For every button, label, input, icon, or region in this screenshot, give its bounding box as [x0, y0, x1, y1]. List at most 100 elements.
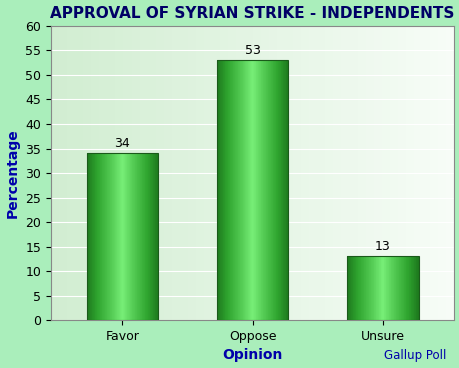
Bar	[282, 60, 283, 320]
Bar	[232, 60, 233, 320]
Bar	[237, 60, 238, 320]
Bar	[220, 26, 228, 320]
Bar	[88, 153, 89, 320]
Bar	[179, 26, 188, 320]
Bar	[86, 153, 87, 320]
Bar	[89, 153, 90, 320]
Bar	[230, 60, 231, 320]
Bar	[365, 26, 373, 320]
Bar	[390, 256, 391, 320]
Bar	[241, 60, 242, 320]
Bar	[269, 60, 270, 320]
Bar	[114, 153, 115, 320]
Bar	[397, 256, 398, 320]
Bar	[403, 256, 404, 320]
Bar	[228, 60, 229, 320]
Bar	[228, 26, 236, 320]
Bar	[133, 153, 134, 320]
Bar	[416, 256, 417, 320]
Bar	[415, 256, 416, 320]
Bar	[250, 60, 251, 320]
Bar	[357, 26, 365, 320]
Bar	[83, 26, 91, 320]
Bar	[109, 153, 110, 320]
Bar	[355, 256, 356, 320]
Bar	[407, 256, 408, 320]
Bar	[351, 256, 352, 320]
Bar	[275, 60, 276, 320]
Bar	[350, 256, 351, 320]
Bar	[270, 60, 271, 320]
Bar	[417, 256, 418, 320]
Bar	[373, 26, 381, 320]
Bar	[394, 256, 395, 320]
Bar	[196, 26, 204, 320]
Bar	[369, 256, 370, 320]
Bar	[51, 26, 59, 320]
Bar	[392, 256, 393, 320]
Bar	[379, 256, 380, 320]
Bar	[115, 26, 123, 320]
Bar	[147, 153, 148, 320]
Bar	[240, 60, 241, 320]
Bar	[410, 256, 411, 320]
Bar	[283, 60, 284, 320]
Bar	[131, 26, 140, 320]
Bar	[234, 60, 235, 320]
Bar	[115, 153, 116, 320]
Bar	[413, 256, 414, 320]
Bar	[255, 60, 256, 320]
Bar	[375, 256, 376, 320]
Bar	[139, 153, 140, 320]
Bar	[254, 60, 255, 320]
Bar	[143, 153, 144, 320]
Bar	[391, 256, 392, 320]
Text: Gallup Poll: Gallup Poll	[383, 350, 445, 362]
Bar	[404, 256, 405, 320]
Bar	[131, 153, 132, 320]
Bar	[217, 60, 218, 320]
Bar	[95, 153, 96, 320]
Bar	[364, 256, 365, 320]
Bar	[188, 26, 196, 320]
Bar	[280, 60, 281, 320]
Bar	[236, 26, 244, 320]
Bar	[122, 153, 123, 320]
Bar	[349, 256, 350, 320]
Bar	[129, 153, 130, 320]
Bar	[391, 256, 392, 320]
Bar	[267, 60, 268, 320]
Bar	[359, 256, 360, 320]
Bar	[429, 26, 437, 320]
Bar	[262, 60, 263, 320]
Bar	[353, 256, 354, 320]
Bar	[341, 26, 349, 320]
Bar	[397, 256, 398, 320]
Bar	[102, 153, 103, 320]
Bar	[349, 26, 357, 320]
Bar	[271, 60, 272, 320]
Text: 13: 13	[374, 240, 390, 254]
Bar	[378, 256, 379, 320]
Bar	[366, 256, 367, 320]
Bar	[252, 60, 253, 320]
Bar	[97, 153, 98, 320]
Bar	[100, 153, 101, 320]
Bar	[389, 256, 390, 320]
Bar	[397, 26, 405, 320]
Bar	[346, 256, 347, 320]
Bar	[227, 60, 228, 320]
Bar	[393, 256, 394, 320]
Bar	[123, 26, 131, 320]
Bar	[103, 153, 104, 320]
Bar	[396, 256, 397, 320]
Bar	[412, 256, 413, 320]
Bar	[383, 256, 384, 320]
Bar	[389, 26, 397, 320]
Bar	[238, 60, 239, 320]
Bar	[113, 153, 114, 320]
Bar	[152, 153, 153, 320]
Bar	[172, 26, 179, 320]
Title: APPROVAL OF SYRIAN STRIKE - INDEPENDENTS: APPROVAL OF SYRIAN STRIKE - INDEPENDENTS	[50, 6, 454, 21]
Bar	[292, 26, 301, 320]
